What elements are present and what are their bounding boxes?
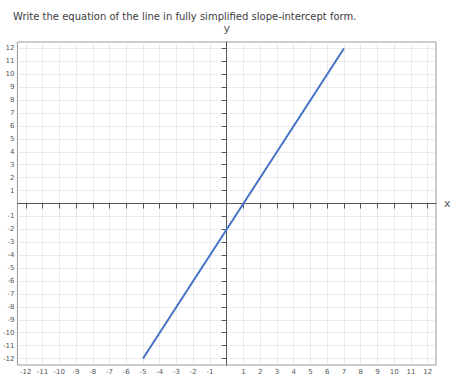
svg-text:-4: -4	[7, 251, 15, 259]
svg-text:1: 1	[241, 368, 245, 376]
svg-text:4: 4	[10, 148, 15, 156]
svg-text:8: 8	[358, 368, 362, 376]
svg-text:11: 11	[6, 57, 15, 65]
svg-text:-1: -1	[206, 368, 213, 376]
svg-text:-3: -3	[7, 238, 14, 246]
svg-text:4: 4	[291, 368, 296, 376]
svg-text:-10: -10	[3, 329, 14, 337]
svg-text:-11: -11	[37, 368, 48, 376]
svg-text:-11: -11	[3, 342, 14, 350]
svg-text:12: 12	[423, 368, 432, 376]
svg-text:-12: -12	[20, 368, 31, 376]
svg-text:7: 7	[10, 109, 14, 117]
svg-text:-1: -1	[7, 212, 14, 220]
svg-text:Write the equation of the line: Write the equation of the line in fully …	[13, 11, 356, 22]
svg-text:-9: -9	[7, 316, 14, 324]
svg-text:-6: -6	[123, 368, 131, 376]
svg-text:5: 5	[10, 135, 14, 143]
svg-text:7: 7	[342, 368, 346, 376]
svg-text:-2: -2	[190, 368, 197, 376]
svg-text:-9: -9	[73, 368, 80, 376]
svg-text:x: x	[444, 197, 451, 210]
svg-text:-3: -3	[173, 368, 180, 376]
svg-text:10: 10	[6, 70, 15, 78]
svg-text:-6: -6	[7, 277, 15, 285]
svg-text:-7: -7	[7, 290, 14, 298]
svg-text:10: 10	[390, 368, 399, 376]
svg-text:5: 5	[308, 368, 312, 376]
svg-text:6: 6	[10, 122, 15, 130]
svg-text:6: 6	[325, 368, 330, 376]
svg-text:-12: -12	[3, 355, 14, 363]
svg-text:-2: -2	[7, 225, 14, 233]
svg-text:-4: -4	[156, 368, 164, 376]
svg-text:1: 1	[10, 187, 14, 195]
svg-text:2: 2	[258, 368, 262, 376]
svg-text:3: 3	[10, 161, 14, 169]
svg-text:-5: -5	[140, 368, 147, 376]
svg-text:8: 8	[10, 96, 14, 104]
svg-text:9: 9	[10, 83, 14, 91]
svg-text:9: 9	[375, 368, 379, 376]
svg-text:3: 3	[275, 368, 279, 376]
svg-text:11: 11	[406, 368, 415, 376]
svg-text:2: 2	[10, 174, 14, 182]
svg-text:-5: -5	[7, 264, 14, 272]
svg-text:-8: -8	[89, 368, 96, 376]
svg-text:-8: -8	[7, 303, 14, 311]
svg-text:-10: -10	[54, 368, 65, 376]
svg-text:y: y	[223, 22, 230, 35]
svg-text:-7: -7	[106, 368, 113, 376]
svg-text:12: 12	[6, 44, 15, 52]
